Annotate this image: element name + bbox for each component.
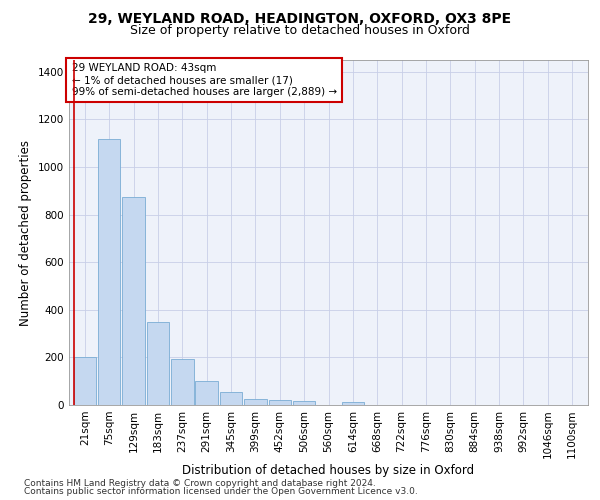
Text: Contains public sector information licensed under the Open Government Licence v3: Contains public sector information licen… (24, 487, 418, 496)
Bar (171, 359, 194, 405)
Bar (293, 400, 316, 405)
Text: Contains HM Land Registry data © Crown copyright and database right 2024.: Contains HM Land Registry data © Crown c… (24, 478, 376, 488)
Text: 29 WEYLAND ROAD: 43sqm
← 1% of detached houses are smaller (17)
99% of semi-deta: 29 WEYLAND ROAD: 43sqm ← 1% of detached … (71, 64, 337, 96)
Bar (98, 138, 121, 405)
Bar (269, 400, 291, 405)
Bar (196, 381, 218, 405)
Bar (122, 197, 145, 405)
Y-axis label: Number of detached properties: Number of detached properties (19, 140, 32, 326)
Bar (147, 322, 169, 405)
X-axis label: Distribution of detached houses by size in Oxford: Distribution of detached houses by size … (182, 464, 475, 477)
Bar (74, 358, 96, 405)
Bar (220, 392, 242, 405)
Text: Size of property relative to detached houses in Oxford: Size of property relative to detached ho… (130, 24, 470, 37)
Text: 29, WEYLAND ROAD, HEADINGTON, OXFORD, OX3 8PE: 29, WEYLAND ROAD, HEADINGTON, OXFORD, OX… (88, 12, 512, 26)
Bar (341, 402, 364, 405)
Bar (244, 399, 266, 405)
